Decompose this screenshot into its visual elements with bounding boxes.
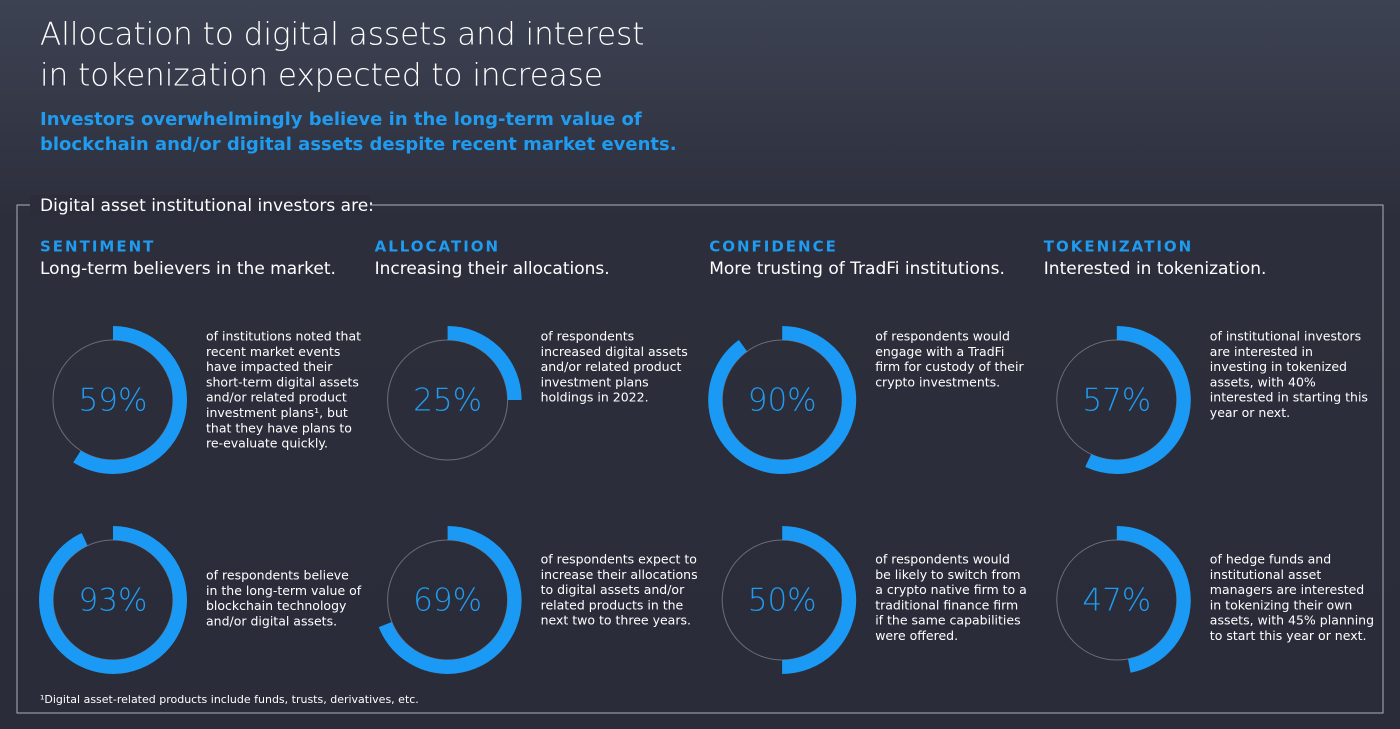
description-line: of hedge funds and [1210, 552, 1331, 567]
description-line: to start this year or next. [1210, 628, 1367, 643]
column-subheading: Long-term believers in the market. [40, 259, 336, 279]
column-subheading: Increasing their allocations. [375, 259, 610, 279]
description-line: are interested in [1210, 344, 1313, 359]
description-line: and/or related product [541, 359, 682, 374]
description-line: year or next. [1210, 405, 1290, 420]
column-heading: CONFIDENCE [709, 238, 838, 256]
description-line: have impacted their [206, 359, 333, 374]
title-line: in tokenization expected to increase [40, 58, 603, 94]
description-line: that they have plans to [206, 420, 352, 435]
description-line: increase their allocations [541, 567, 698, 582]
description-line: and/or digital assets. [206, 613, 337, 628]
description-line: recent market events [206, 344, 340, 359]
description-line: traditional finance firm [875, 597, 1018, 612]
description-line: of respondents expect to [541, 552, 697, 567]
description-line: to digital assets and/or [541, 582, 685, 597]
description-line: engage with a TradFi [875, 344, 1004, 359]
description-line: of respondents [541, 329, 635, 344]
description-line: investing in tokenized [1210, 359, 1347, 374]
description-line: of institutional investors [1210, 329, 1361, 344]
description-line: were offered. [875, 628, 958, 643]
gauge-arc [708, 326, 857, 474]
description-line: managers are interested [1210, 582, 1364, 597]
description-line: in the long-term value of [206, 583, 362, 598]
box-label-gap [30, 195, 370, 215]
description-line: related products in the [541, 597, 684, 612]
description-line: be likely to switch from [875, 567, 1020, 582]
column-heading: SENTIMENT [40, 238, 155, 256]
column-heading: TOKENIZATION [1044, 238, 1193, 256]
footnote: ¹Digital asset-related products include … [40, 693, 419, 706]
gauge-arc [39, 326, 187, 474]
gauge-value: 50% [748, 583, 817, 619]
description-line: re-evaluate quickly. [206, 436, 328, 451]
gauge-value: 90% [748, 383, 817, 419]
description-line: of respondents believe [206, 568, 349, 583]
gauge-arc [708, 526, 857, 674]
gauge-arc [373, 326, 522, 474]
description-line: and/or related product [206, 390, 347, 405]
box-border [16, 204, 1384, 714]
gauge-arc [1042, 326, 1191, 474]
description-line: assets, with 40% [1210, 374, 1316, 389]
box-label: Digital asset institutional investors ar… [40, 196, 374, 216]
description-line: holdings in 2022. [541, 390, 649, 405]
description-line: interested in starting this [1210, 390, 1368, 405]
description-line: next two to three years. [541, 613, 691, 628]
gauge-value: 25% [413, 383, 482, 419]
gauge-value: 47% [1082, 583, 1151, 619]
description-line: in tokenizing their own [1210, 597, 1353, 612]
gauge-value: 93% [79, 583, 148, 619]
description-line: of institutions noted that [206, 329, 361, 344]
description-line: firm for custody of their [875, 359, 1024, 374]
gauge-arc [1042, 526, 1191, 674]
subtitle-line: Investors overwhelmingly believe in the … [40, 109, 642, 130]
description-line: crypto investments. [875, 374, 1000, 389]
description-line: of respondents would [875, 552, 1010, 567]
column-subheading: Interested in tokenization. [1044, 259, 1267, 279]
description-line: of respondents would [875, 329, 1010, 344]
description-line: blockchain technology [206, 598, 347, 613]
gauge-arc [373, 526, 522, 674]
gauge-value: 69% [413, 583, 482, 619]
description-line: if the same capabilities [875, 613, 1020, 628]
gauge-value: 59% [79, 383, 148, 419]
column-heading: ALLOCATION [375, 238, 501, 256]
title-line: Allocation to digital assets and interes… [40, 17, 644, 53]
description-line: a crypto native firm to a [875, 582, 1027, 597]
description-line: investment plans [541, 374, 649, 389]
gauge-value: 57% [1082, 383, 1151, 419]
gauge-arc [39, 526, 187, 674]
column-subheading: More trusting of TradFi institutions. [709, 259, 1005, 279]
subtitle-line: blockchain and/or digital assets despite… [40, 134, 677, 155]
description-line: institutional asset [1210, 567, 1322, 582]
description-line: investment plans¹, but [206, 405, 348, 420]
description-line: short-term digital assets [206, 374, 359, 389]
description-line: assets, with 45% planning [1210, 613, 1374, 628]
description-line: increased digital assets [541, 344, 688, 359]
